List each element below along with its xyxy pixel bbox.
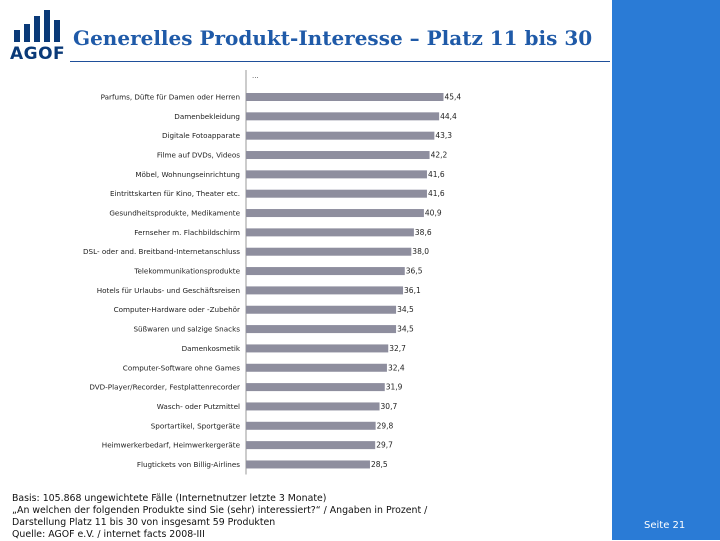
value-label: 38,6 xyxy=(415,228,432,237)
bar xyxy=(246,344,389,353)
category-label: Telekommunikationsprodukte xyxy=(133,267,240,276)
category-label: Gesundheitsprodukte, Medikamente xyxy=(109,209,240,218)
category-label: Digitale Fotoapparate xyxy=(162,131,241,140)
bar xyxy=(246,383,385,392)
bar-chart: ... Parfums, Düfte für Damen oder Herren 4… xyxy=(83,70,461,475)
value-label: 29,8 xyxy=(377,421,394,430)
footnote: Basis: 105.868 ungewichtete Fälle (Inter… xyxy=(12,493,482,541)
bar xyxy=(246,93,444,101)
value-label: 31,9 xyxy=(386,383,403,392)
bar xyxy=(246,131,435,140)
value-label: 32,7 xyxy=(389,344,406,353)
right-sidebar xyxy=(612,0,720,540)
bar xyxy=(246,286,404,295)
page-title: Generelles Produkt-Interesse – Platz 11 … xyxy=(73,26,593,50)
value-label: 36,1 xyxy=(404,286,421,295)
category-label: Parfums, Düfte für Damen oder Herren xyxy=(101,93,240,102)
value-label: 42,2 xyxy=(431,151,448,160)
bar xyxy=(246,402,380,411)
footnote-line: Darstellung Platz 11 bis 30 von insgesam… xyxy=(12,517,276,528)
category-label: Eintrittskarten für Kino, Theater etc. xyxy=(110,189,240,198)
bar xyxy=(246,363,387,372)
continuation-label: ... xyxy=(252,72,259,80)
category-label: Computer-Software ohne Games xyxy=(123,363,240,372)
value-label: 34,5 xyxy=(397,325,414,334)
category-label: DSL- oder and. Breitband-Internetanschlu… xyxy=(83,247,240,256)
value-label: 29,7 xyxy=(376,441,393,450)
value-label: 45,4 xyxy=(444,93,461,102)
bar xyxy=(246,112,440,121)
bar xyxy=(246,441,376,450)
category-label: Filme auf DVDs, Videos xyxy=(157,151,240,160)
category-label: Computer-Hardware oder -Zubehör xyxy=(114,305,240,314)
category-label: Fernseher m. Flachbildschirm xyxy=(134,228,240,237)
value-label: 30,7 xyxy=(381,402,398,411)
category-label: Damenbekleidung xyxy=(174,112,240,121)
value-label: 38,0 xyxy=(412,247,429,256)
category-label: Hotels für Urlaubs- und Geschäftsreisen xyxy=(97,286,240,295)
category-label: Flugtickets von Billig-Airlines xyxy=(137,460,240,469)
bar xyxy=(246,325,397,334)
category-label: Wasch- oder Putzmittel xyxy=(157,402,240,411)
footnote-line: Basis: 105.868 ungewichtete Fälle (Inter… xyxy=(12,493,327,504)
value-label: 34,5 xyxy=(397,305,414,314)
bar xyxy=(246,247,412,256)
value-label: 43,3 xyxy=(435,131,452,140)
footnote-line: Quelle: AGOF e.V. / internet facts 2008-… xyxy=(12,529,205,540)
bar xyxy=(246,209,424,218)
value-label: 36,5 xyxy=(406,267,423,276)
value-label: 28,5 xyxy=(371,460,388,469)
bar xyxy=(246,170,427,179)
agof-logo: AGOF xyxy=(10,10,66,64)
logo-text: AGOF xyxy=(10,44,66,64)
category-label: Heimwerkerbedarf, Heimwerkergeräte xyxy=(102,441,241,450)
bar xyxy=(246,267,405,276)
category-label: Sportartikel, Sportgeräte xyxy=(151,421,241,430)
bar xyxy=(246,421,376,430)
title-divider xyxy=(70,61,610,62)
value-label: 41,6 xyxy=(428,170,445,179)
value-label: 44,4 xyxy=(440,112,457,121)
category-label: Möbel, Wohnungseinrichtung xyxy=(135,170,240,179)
category-label: Damenkosmetik xyxy=(182,344,241,353)
page-number: Seite 21 xyxy=(644,520,686,531)
value-label: 40,9 xyxy=(425,209,442,218)
logo-bars-icon xyxy=(14,10,60,42)
bar xyxy=(246,460,370,469)
bar xyxy=(246,305,397,314)
value-label: 32,4 xyxy=(388,363,405,372)
category-label: Süßwaren und salzige Snacks xyxy=(133,325,240,334)
category-label: DVD-Player/Recorder, Festplattenrecorder xyxy=(89,383,240,392)
footnote-line: „An welchen der folgenden Produkte sind … xyxy=(12,505,428,516)
value-label: 41,6 xyxy=(428,189,445,198)
bar xyxy=(246,151,430,160)
bar xyxy=(246,228,414,237)
bar xyxy=(246,189,427,198)
